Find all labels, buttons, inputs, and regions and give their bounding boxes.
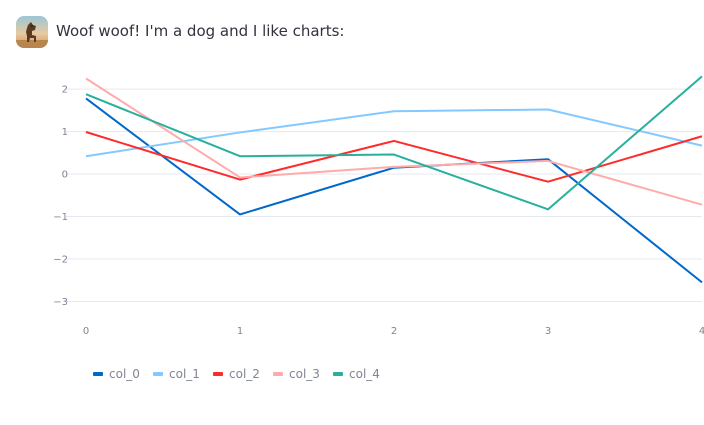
series-line-col_4 xyxy=(85,75,703,211)
legend-label: col_3 xyxy=(289,367,320,381)
series-line-col_1 xyxy=(85,108,703,158)
dog-avatar-icon xyxy=(16,16,48,48)
legend-item-col_4[interactable]: col_4 xyxy=(333,367,380,381)
y-tick-label: −2 xyxy=(53,255,68,266)
y-tick-label: 0 xyxy=(62,170,68,181)
legend-label: col_4 xyxy=(349,367,380,381)
y-tick-label: 2 xyxy=(62,85,68,96)
legend-swatch xyxy=(333,372,343,376)
legend-swatch xyxy=(93,372,103,376)
y-tick-label: −3 xyxy=(53,297,68,308)
x-tick-label: 0 xyxy=(83,326,89,337)
legend-item-col_3[interactable]: col_3 xyxy=(273,367,320,381)
chat-message: Woof woof! I'm a dog and I like charts: xyxy=(16,16,704,425)
legend-swatch xyxy=(153,372,163,376)
chart-gridlines xyxy=(66,88,702,303)
series-line-col_3 xyxy=(85,77,703,206)
legend-swatch xyxy=(273,372,283,376)
series-line-col_2 xyxy=(85,131,703,183)
x-axis: 0 1 2 3 4 xyxy=(83,326,704,337)
legend-label: col_2 xyxy=(229,367,260,381)
x-tick-label: 4 xyxy=(699,326,704,337)
legend-label: col_0 xyxy=(109,367,140,381)
legend-item-col_2[interactable]: col_2 xyxy=(213,367,260,381)
x-tick-label: 3 xyxy=(545,326,551,337)
y-axis: −3 −2 −1 0 1 2 xyxy=(53,85,68,308)
y-tick-label: 1 xyxy=(62,127,68,138)
legend-label: col_1 xyxy=(169,367,200,381)
legend-item-col_0[interactable]: col_0 xyxy=(93,367,140,381)
chart-legend[interactable]: col_0 col_1 col_2 col_3 col_4 xyxy=(93,367,380,381)
chart-series xyxy=(85,75,703,284)
message-text: Woof woof! I'm a dog and I like charts: xyxy=(56,22,345,40)
legend-item-col_1[interactable]: col_1 xyxy=(153,367,200,381)
legend-swatch xyxy=(213,372,223,376)
y-tick-label: −1 xyxy=(53,212,68,223)
x-tick-label: 1 xyxy=(237,326,243,337)
x-tick-label: 2 xyxy=(391,326,397,337)
